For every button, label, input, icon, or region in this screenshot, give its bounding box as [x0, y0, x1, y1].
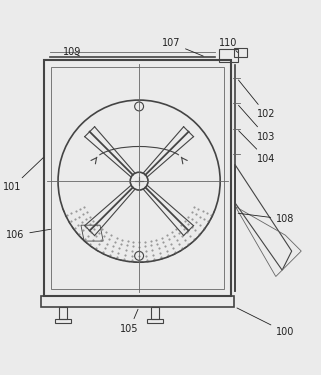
Text: 104: 104	[239, 130, 275, 164]
Text: 106: 106	[6, 229, 50, 240]
Bar	[147, 319, 163, 322]
Bar	[219, 49, 238, 62]
Bar	[55, 319, 71, 322]
Bar	[151, 307, 159, 320]
Text: 110: 110	[219, 38, 238, 52]
Text: 100: 100	[237, 308, 295, 337]
Text: 102: 102	[239, 80, 275, 119]
Text: 105: 105	[120, 309, 139, 334]
Bar	[40, 296, 234, 307]
Text: 103: 103	[239, 105, 275, 142]
Text: 107: 107	[162, 38, 203, 56]
Bar	[59, 307, 67, 320]
Text: 109: 109	[63, 47, 82, 57]
Text: 108: 108	[238, 213, 295, 224]
Text: 101: 101	[3, 158, 43, 192]
Bar	[234, 48, 247, 57]
